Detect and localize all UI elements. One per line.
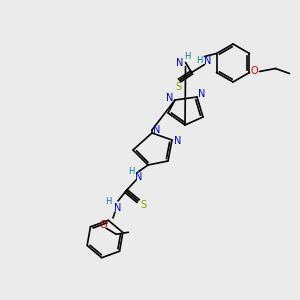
- Text: N: N: [176, 58, 183, 68]
- Text: S: S: [140, 200, 146, 210]
- Text: O: O: [250, 67, 258, 76]
- Text: H: H: [184, 52, 191, 61]
- Text: N: N: [114, 203, 122, 213]
- Text: O: O: [100, 220, 107, 230]
- Text: N: N: [198, 89, 206, 99]
- Text: N: N: [174, 136, 182, 146]
- Text: N: N: [153, 125, 161, 135]
- Text: N: N: [204, 56, 211, 65]
- Text: N: N: [166, 93, 174, 103]
- Text: S: S: [176, 82, 182, 92]
- Text: H: H: [105, 196, 111, 206]
- Text: N: N: [135, 172, 143, 182]
- Text: H: H: [196, 56, 203, 65]
- Text: H: H: [128, 167, 134, 176]
